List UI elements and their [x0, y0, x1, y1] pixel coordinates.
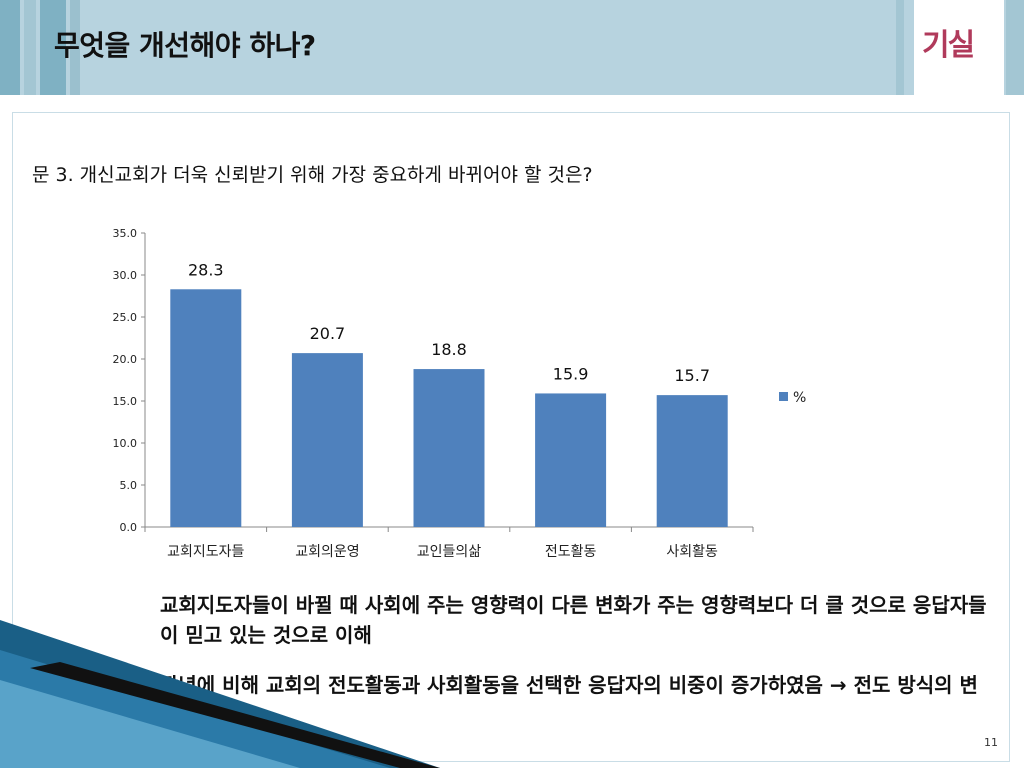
bar: [656, 395, 728, 527]
y-tick-label: 30.0: [113, 269, 138, 282]
legend-label: %: [793, 390, 806, 406]
logo-text: 기실: [922, 28, 975, 63]
header-stripe: [24, 0, 36, 95]
bar: [170, 289, 242, 527]
header-stripe: [896, 0, 904, 95]
header-stripe: [0, 0, 20, 95]
content-frame: [12, 112, 1010, 762]
header-stripe: [70, 0, 80, 95]
header-band: [0, 0, 1024, 95]
legend-swatch: [779, 392, 788, 401]
bar: [291, 353, 363, 527]
page-number: 11: [984, 736, 998, 749]
slide-title: 무엇을 개선해야 하나?: [54, 29, 316, 62]
y-tick-label: 10.0: [113, 437, 138, 450]
y-tick-label: 15.0: [113, 395, 138, 408]
data-label: 15.7: [674, 366, 710, 385]
data-label: 28.3: [188, 260, 224, 279]
data-label: 18.8: [431, 340, 467, 359]
x-tick-label: 교회의운영: [295, 544, 359, 560]
header-stripe: [40, 0, 66, 95]
x-tick-label: 전도활동: [545, 544, 597, 560]
y-tick-label: 0.0: [120, 521, 138, 534]
x-tick-label: 교회지도자들: [167, 544, 244, 560]
bar: [413, 369, 485, 527]
bullet-text: 교회지도자들이 바뀔 때 사회에 주는 영향력이 다른 변화가 주는 영향력보다…: [160, 593, 987, 647]
x-tick-label: 교인들의삶: [417, 544, 482, 560]
header-stripe: [1006, 0, 1024, 95]
y-tick-label: 20.0: [113, 353, 138, 366]
y-tick-label: 25.0: [113, 311, 138, 324]
data-label: 15.9: [553, 364, 589, 383]
question-text: 문 3. 개신교회가 더욱 신뢰받기 위해 가장 중요하게 바뀌어야 할 것은?: [32, 164, 593, 186]
y-tick-label: 35.0: [113, 227, 138, 240]
logo: 기실: [914, 0, 1004, 95]
bar-chart: 0.0 5.0 10.0 15.0 20.0 25.0 30.0 35.0 28.3 교회지도자들…: [113, 227, 807, 560]
decorative-wedge: [0, 620, 440, 768]
y-tick-label: 5.0: [120, 479, 138, 492]
data-label: 20.7: [310, 324, 346, 343]
bar: [535, 393, 607, 527]
x-tick-label: 사회활동: [666, 544, 718, 560]
